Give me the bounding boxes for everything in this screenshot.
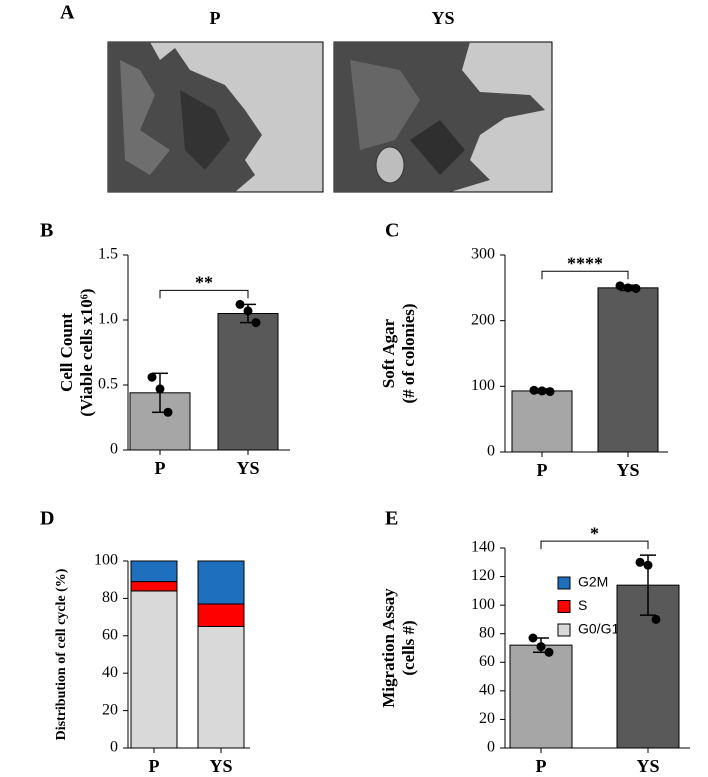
y-axis-label: (cells #) [399, 620, 418, 675]
data-point [544, 647, 554, 657]
data-point [155, 384, 165, 394]
bar-segment [130, 590, 178, 749]
data-point [651, 614, 661, 624]
data-point [529, 385, 539, 395]
significance-bracket [159, 289, 249, 299]
y-tick-label: 0 [487, 443, 495, 460]
y-tick-label: 40 [102, 664, 118, 681]
image-caption: P [210, 8, 221, 28]
bar-segment [130, 560, 178, 583]
y-axis-label: Distribution of cell cycle (%) [54, 568, 69, 740]
significance-bracket [540, 540, 649, 550]
panel-label: C [385, 220, 399, 242]
data-point [623, 283, 633, 293]
x-tick-label: P [537, 460, 548, 480]
y-tick-label: 1.0 [98, 311, 118, 328]
data-point [615, 281, 625, 291]
data-point [545, 387, 555, 397]
significance-label: **** [567, 253, 603, 273]
x-tick-label: YS [616, 460, 639, 480]
bar [597, 287, 659, 453]
data-point [528, 633, 538, 643]
panel-label: A [60, 2, 75, 24]
bar [511, 390, 573, 453]
x-tick-label: YS [209, 756, 232, 776]
panel-label: B [40, 220, 53, 242]
x-tick-label: YS [636, 756, 659, 776]
image-caption: YS [431, 8, 454, 28]
y-tick-label: 100 [471, 377, 495, 394]
y-tick-label: 300 [471, 246, 495, 263]
data-point [235, 299, 245, 309]
y-tick-label: 120 [471, 567, 495, 584]
y-tick-label: 200 [471, 311, 495, 328]
y-tick-label: 60 [479, 653, 495, 670]
legend-label: G0/G1 [578, 621, 619, 637]
panel-label: D [40, 508, 54, 530]
data-point [643, 560, 653, 570]
y-tick-label: 100 [94, 552, 118, 569]
data-point [243, 306, 253, 316]
y-tick-label: 20 [102, 701, 118, 718]
y-tick-label: 0 [487, 739, 495, 756]
y-tick-label: 100 [471, 596, 495, 613]
bar-segment [197, 625, 245, 749]
legend-swatch [557, 600, 571, 613]
bar [509, 644, 573, 749]
bar [217, 313, 279, 451]
legend-label: S [578, 597, 587, 613]
bar-segment [197, 603, 245, 627]
significance-bracket [541, 270, 629, 280]
x-tick-label: P [155, 458, 166, 478]
bar-segment [130, 581, 178, 592]
y-tick-label: 1.5 [98, 246, 118, 263]
data-point [537, 386, 547, 396]
x-tick-label: P [149, 756, 160, 776]
y-tick-label: 140 [471, 539, 495, 556]
y-axis-label: (Viable cells x10⁶) [77, 288, 96, 416]
significance-label: ** [195, 273, 213, 293]
panel-label: E [385, 508, 398, 530]
x-tick-label: P [536, 756, 547, 776]
x-tick-label: YS [236, 458, 259, 478]
y-tick-label: 0.5 [98, 376, 118, 393]
y-axis-label: Cell Count [57, 313, 76, 392]
significance-label: * [590, 523, 599, 543]
y-tick-label: 60 [102, 626, 118, 643]
data-point [635, 557, 645, 567]
data-point [631, 283, 641, 293]
y-tick-label: 0 [110, 441, 118, 458]
data-point [147, 372, 157, 382]
legend-label: G2M [578, 574, 608, 590]
micrograph [107, 41, 324, 193]
legend-swatch [557, 576, 571, 590]
y-tick-label: 20 [479, 710, 495, 727]
micrograph [333, 41, 553, 193]
bar-segment [197, 560, 245, 605]
legend-swatch [557, 623, 571, 637]
y-tick-label: 80 [479, 624, 495, 641]
y-tick-label: 40 [479, 682, 495, 699]
y-tick-label: 80 [102, 589, 118, 606]
y-axis-label: (# of colonies) [399, 303, 418, 403]
y-tick-label: 0 [110, 739, 118, 756]
data-point [536, 642, 546, 652]
data-point [251, 318, 261, 328]
y-axis-label: Soft Agar [379, 318, 398, 388]
y-axis-label: Migration Assay [379, 588, 398, 708]
data-point [163, 407, 173, 417]
